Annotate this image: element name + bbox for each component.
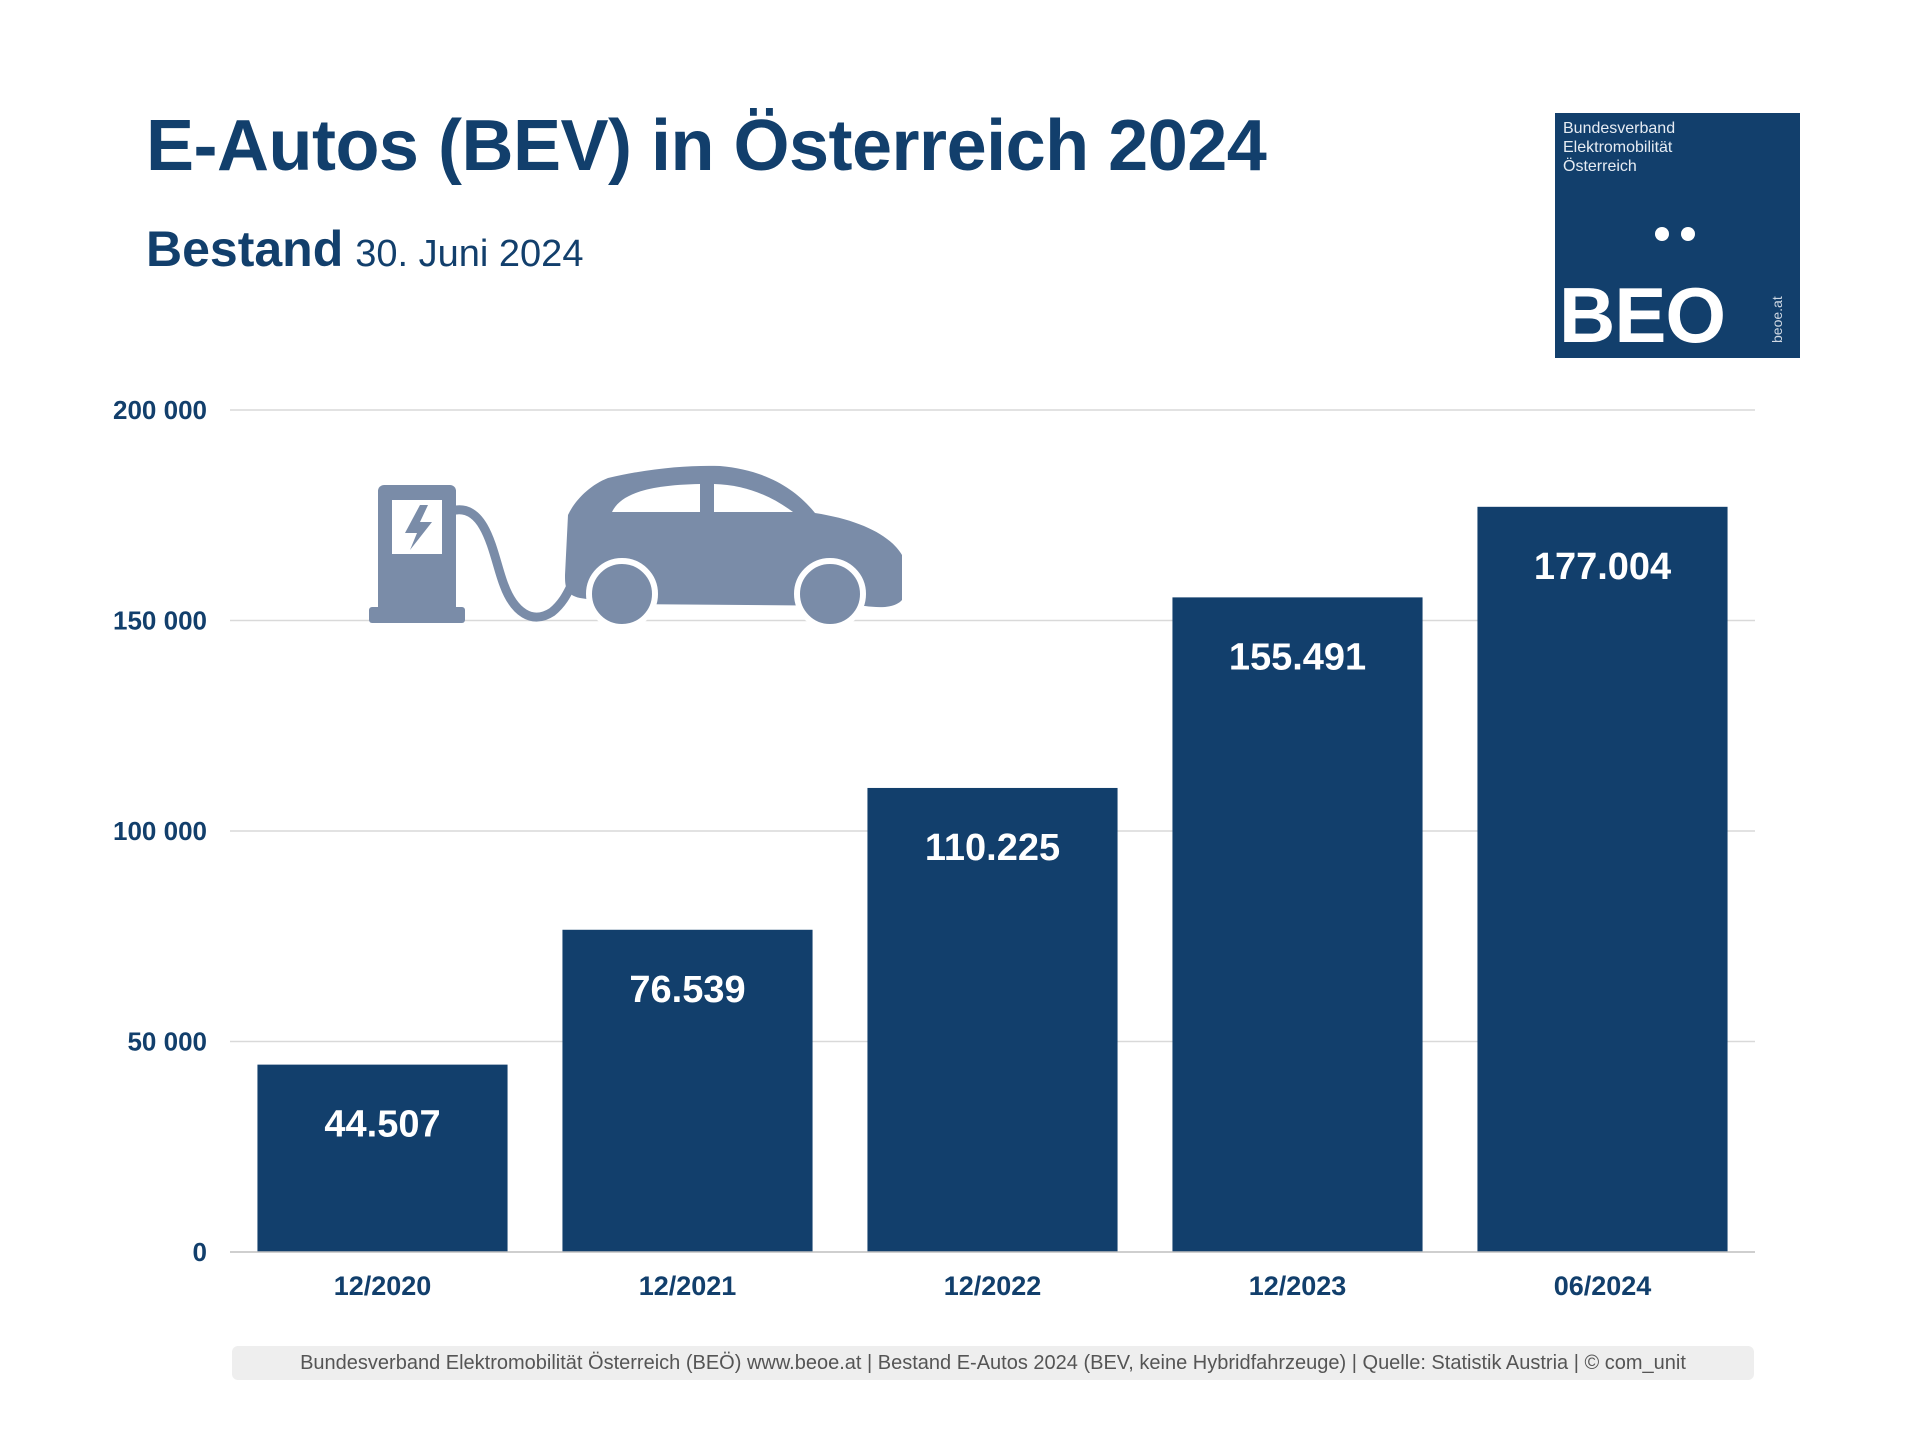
source-footer: Bundesverband Elektromobilität Österreic…	[232, 1346, 1754, 1380]
y-tick-label: 100 000	[113, 816, 207, 846]
bar-value-label: 44.507	[324, 1104, 440, 1146]
x-axis-ticks: 12/2020 12/2021 12/2022 12/2023 06/2024	[334, 1271, 1652, 1301]
bar-06-2024	[1477, 506, 1728, 1252]
subtitle-date: 30. Juni 2024	[355, 233, 584, 275]
bar-value-label: 155.491	[1229, 636, 1366, 678]
bar-12-2020	[257, 1064, 508, 1252]
x-tick-label: 12/2020	[334, 1271, 432, 1301]
beo-logo: Bundesverband Elektromobilität Österreic…	[1555, 113, 1800, 358]
bar-value-label: 110.225	[925, 827, 1060, 869]
logo-wordmark: BEO	[1559, 271, 1726, 358]
bar-12-2023	[1172, 597, 1423, 1252]
chart-subtitle: Bestand 30. Juni 2024	[146, 220, 583, 278]
y-tick-label: 200 000	[113, 395, 207, 425]
bar-12-2021	[562, 929, 813, 1252]
logo-org-name: Bundesverband Elektromobilität Österreic…	[1563, 119, 1675, 176]
electric-car-icon	[565, 465, 902, 630]
y-tick-label: 150 000	[113, 606, 207, 636]
chart-bar-value-labels: 44.507 76.539 110.225 155.491 177.004	[324, 546, 1671, 1146]
bar-value-label: 76.539	[629, 969, 745, 1011]
x-tick-label: 06/2024	[1554, 1271, 1652, 1301]
x-tick-label: 12/2021	[639, 1271, 737, 1301]
chart-title: E-Autos (BEV) in Österreich 2024	[146, 106, 1267, 186]
x-tick-label: 12/2023	[1249, 1271, 1347, 1301]
bar-12-2022	[867, 787, 1118, 1252]
logo-org-line: Österreich	[1563, 158, 1637, 175]
charging-station-icon	[369, 485, 465, 623]
logo-dots-icon	[1655, 227, 1707, 246]
logo-org-line: Bundesverband	[1563, 120, 1676, 137]
logo-org-line: Elektromobilität	[1563, 139, 1673, 156]
subtitle-label: Bestand	[146, 221, 344, 277]
charging-cable-icon	[451, 505, 575, 622]
y-axis-ticks: 0 50 000 100 000 150 000 200 000	[113, 395, 207, 1267]
chart-bars	[257, 506, 1728, 1252]
y-tick-label: 50 000	[127, 1027, 207, 1057]
x-tick-label: 12/2022	[944, 1271, 1042, 1301]
bar-value-label: 177.004	[1534, 546, 1671, 588]
y-tick-label: 0	[193, 1237, 207, 1267]
